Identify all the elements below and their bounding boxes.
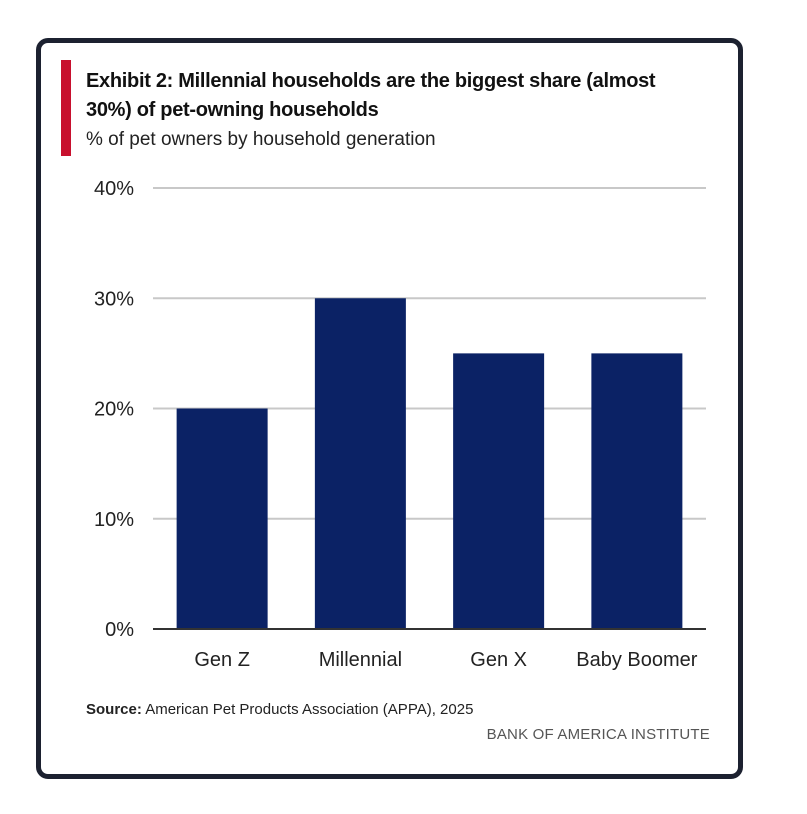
y-tick-label: 40% (94, 178, 134, 200)
chart-subtitle: % of pet owners by household generation (86, 129, 436, 150)
accent-bar (61, 60, 71, 156)
bar (591, 353, 683, 629)
x-tick-label: Gen Z (194, 649, 250, 671)
x-tick-label: Baby Boomer (576, 649, 698, 671)
source-text: American Pet Products Association (APPA)… (141, 701, 474, 718)
bar (314, 298, 406, 629)
chart-card: Exhibit 2: Millennial households are the… (36, 38, 743, 779)
source-label: Source: (86, 701, 142, 718)
brand-label: BANK OF AMERICA INSTITUTE (486, 726, 710, 743)
y-tick-label: 20% (94, 399, 134, 421)
chart-title: Exhibit 2: Millennial households are the… (86, 70, 656, 121)
bar (176, 408, 268, 629)
x-tick-label: Millennial (319, 649, 402, 671)
y-tick-label: 0% (105, 619, 134, 641)
bar (453, 353, 545, 629)
source-note: Source: American Pet Products Associatio… (86, 701, 473, 718)
x-tick-label: Gen X (470, 649, 527, 671)
bar-chart: 0% 10% 20% 30% 40% Gen Z Millennial Gen X Baby B… (94, 178, 706, 671)
y-tick-label: 30% (94, 288, 134, 310)
y-tick-label: 10% (94, 509, 134, 531)
